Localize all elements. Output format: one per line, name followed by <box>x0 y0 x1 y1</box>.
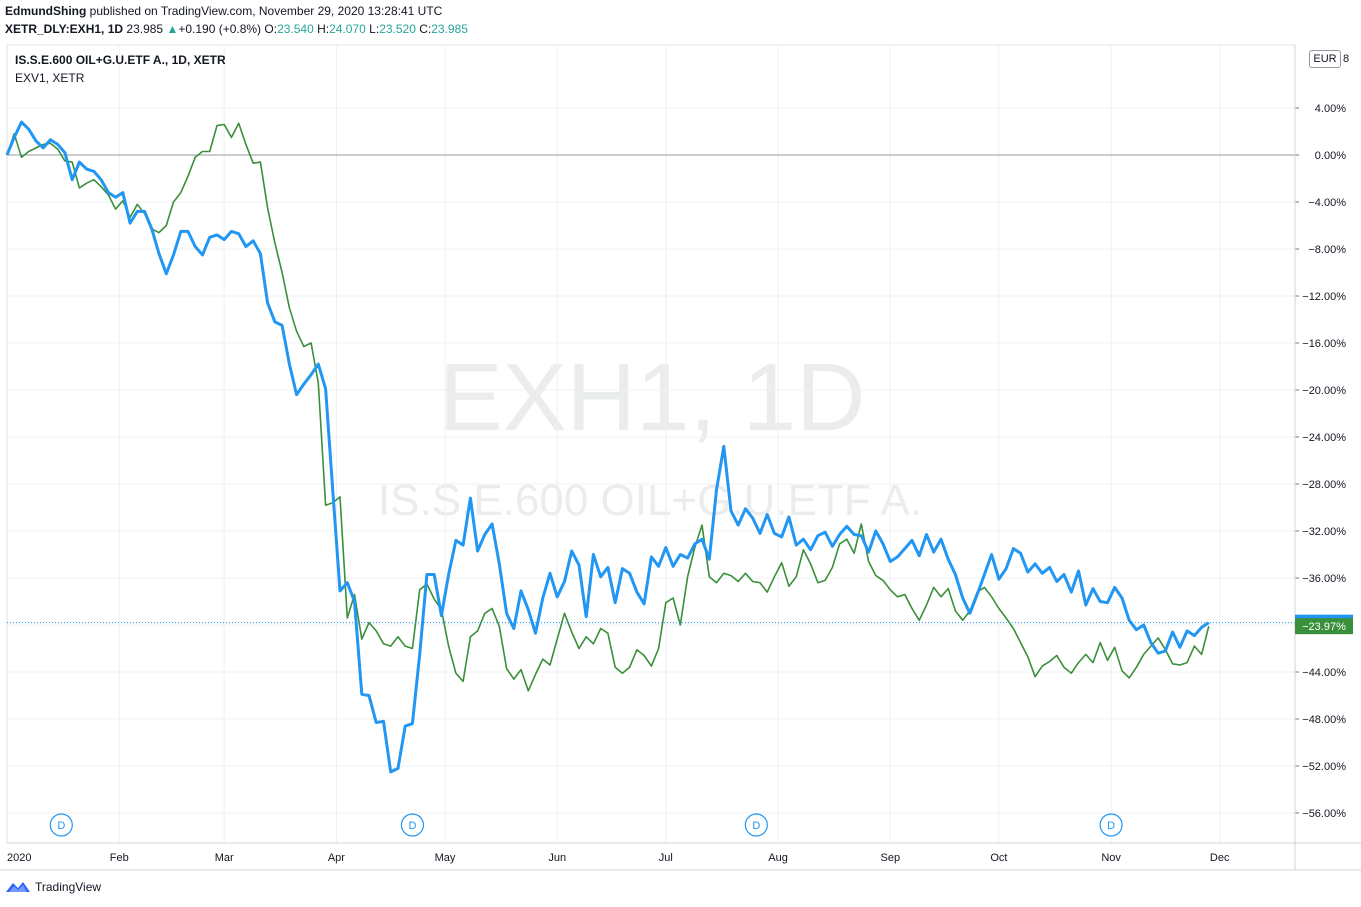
y-tick-label: −48.00% <box>1302 714 1346 726</box>
dividend-marker[interactable]: D <box>400 813 425 837</box>
up-arrow-icon: ▲ <box>166 22 179 36</box>
exv1-series-line[interactable] <box>6 122 1210 692</box>
currency-button[interactable]: EUR <box>1309 50 1341 68</box>
close-label: C: <box>419 22 432 36</box>
author-name[interactable]: EdmundShing <box>5 4 87 18</box>
close-value: 23.985 <box>431 22 468 36</box>
y-tick-label: −8.00% <box>1308 244 1346 256</box>
high-label: H: <box>317 22 330 36</box>
y-tick-label: 0.00% <box>1315 150 1346 162</box>
last-price: 23.985 <box>126 22 164 36</box>
y-tick-label: −4.00% <box>1308 197 1346 209</box>
legend-main-series[interactable]: IS.S.E.600 OIL+G.U.ETF A., 1D, XETR <box>15 53 226 67</box>
high-value: 24.070 <box>329 22 366 36</box>
x-tick-label: 2020 <box>7 852 31 864</box>
y-tick-label: −32.00% <box>1302 526 1346 538</box>
watermark-symbol: EXH1, 1D <box>439 344 866 451</box>
y-tick-label: −56.00% <box>1302 808 1346 820</box>
y-tick-label: −12.00% <box>1302 291 1346 303</box>
exv1-last-value-label: −23.97% <box>1302 621 1346 633</box>
svg-text:D: D <box>408 820 416 832</box>
dividend-marker[interactable]: D <box>1099 813 1123 837</box>
exv1-last-value-label-bg <box>1295 618 1353 635</box>
x-tick-label: May <box>435 852 456 864</box>
y-tick-label: −16.00% <box>1302 338 1346 350</box>
published-text: published on TradingView.com, November 2… <box>89 4 443 18</box>
tradingview-brand: TradingView <box>35 880 102 894</box>
low-label: L: <box>369 22 380 36</box>
legend-compare-series[interactable]: EXV1, XETR <box>15 71 85 85</box>
exh1-series-line[interactable] <box>5 120 1210 774</box>
open-label: O: <box>264 22 278 36</box>
y-tick-label: −44.00% <box>1302 667 1346 679</box>
currency-hint: 8 <box>1343 53 1350 65</box>
ohlc-line: XETR_DLY:EXH1, 1D 23.985 ▲+0.190 (+0.8%)… <box>5 22 468 36</box>
x-tick-label: Sep <box>880 852 900 864</box>
x-tick-label: Dec <box>1210 852 1230 864</box>
dividend-marker[interactable]: D <box>49 813 73 837</box>
watermark-description: IS.S.E.600 OIL+G.U.ETF A. <box>378 476 922 525</box>
y-tick-label: −24.00% <box>1302 432 1346 444</box>
dividend-marker[interactable]: D <box>744 813 768 837</box>
y-tick-label: −36.00% <box>1302 573 1346 585</box>
open-value: 23.540 <box>277 22 314 36</box>
y-tick-label: 4.00% <box>1315 103 1346 115</box>
x-tick-label: Aug <box>768 852 788 864</box>
tradingview-footer[interactable]: TradingView <box>5 880 101 894</box>
x-tick-label: Mar <box>215 852 234 864</box>
tradingview-logo-icon <box>6 882 30 892</box>
svg-text:D: D <box>1107 820 1115 832</box>
svg-text:D: D <box>57 820 65 832</box>
y-tick-label: −20.00% <box>1302 385 1346 397</box>
symbol-label: XETR_DLY:EXH1, 1D <box>5 22 124 36</box>
svg-text:D: D <box>752 820 760 832</box>
publish-line: EdmundShing published on TradingView.com… <box>5 4 442 18</box>
y-tick-label: −28.00% <box>1302 479 1346 491</box>
x-tick-label: Jun <box>548 852 566 864</box>
low-value: 23.520 <box>379 22 416 36</box>
x-tick-label: Feb <box>110 852 129 864</box>
x-tick-label: Nov <box>1101 852 1121 864</box>
x-tick-label: Jul <box>659 852 673 864</box>
x-tick-label: Oct <box>990 852 1007 864</box>
x-tick-label: Apr <box>328 852 345 864</box>
price-change: +0.190 (+0.8%) <box>178 22 262 36</box>
y-tick-label: −52.00% <box>1302 761 1346 773</box>
